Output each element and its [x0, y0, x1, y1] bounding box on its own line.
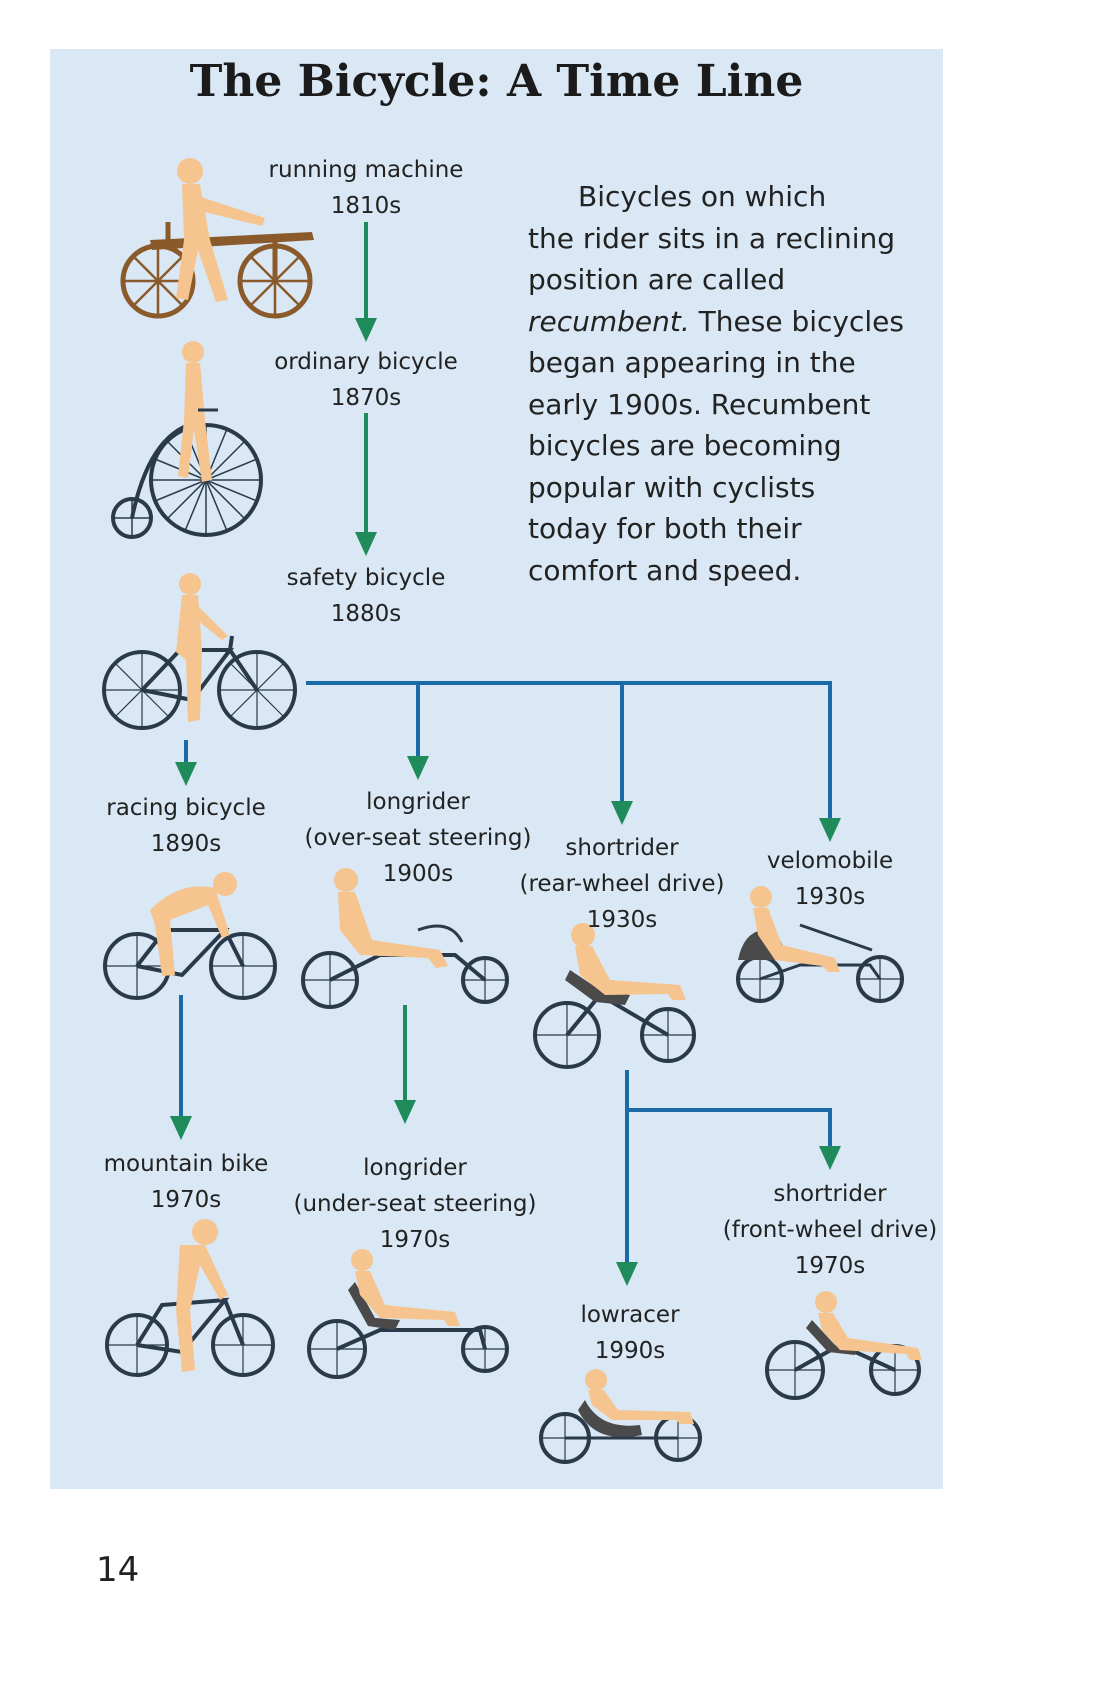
branch-from-safety: [306, 681, 841, 842]
label-velomobile: velomobile 1930s: [766, 848, 894, 910]
shortrider-rear-wheel-illustration: [533, 923, 696, 1069]
recumbent-description: Bicycles on which the rider sits in a re…: [528, 180, 904, 587]
label-longrider-over-seat: longrider (over-seat steering) 1900s: [304, 789, 532, 887]
label-longrider-under-seat: longrider (under-seat steering) 1970s: [293, 1155, 537, 1253]
arrow-safety-to-racing: [175, 740, 197, 786]
connectors: [170, 222, 841, 1286]
arrow-longrider-to-under: [394, 1005, 416, 1124]
ordinary-bicycle-illustration: [111, 341, 263, 539]
velomobile-illustration: [736, 886, 904, 1003]
running-machine-illustration: [120, 158, 314, 319]
page-title: The Bicycle: A Time Line: [189, 56, 804, 107]
label-shortrider-rear-wheel: shortrider (rear-wheel drive) 1930s: [519, 835, 725, 933]
label-lowracer: lowracer 1990s: [580, 1302, 680, 1364]
label-racing-bicycle: racing bicycle 1890s: [106, 795, 266, 857]
label-mountain-bike: mountain bike 1970s: [103, 1151, 269, 1213]
page-number: 14: [96, 1550, 140, 1590]
branch-from-shortrider: [616, 1070, 841, 1286]
label-ordinary-bicycle: ordinary bicycle 1870s: [274, 349, 458, 411]
label-running-machine: running machine 1810s: [268, 157, 464, 219]
label-shortrider-front-wheel: shortrider (front-wheel drive) 1970s: [722, 1181, 938, 1279]
shortrider-front-wheel-illustration: [765, 1291, 922, 1400]
lowracer-illustration: [539, 1369, 702, 1464]
longrider-over-seat-illustration: [301, 868, 509, 1009]
label-safety-bicycle: safety bicycle 1880s: [286, 565, 446, 627]
arrow-racing-to-mountain: [170, 995, 192, 1140]
arrow-ordinary-to-safety: [355, 413, 377, 556]
longrider-under-seat-illustration: [307, 1249, 509, 1379]
arrow-running-to-ordinary: [355, 222, 377, 342]
safety-bicycle-illustration: [102, 573, 297, 730]
racing-bicycle-illustration: [103, 872, 277, 1000]
recumbent-term: recumbent.: [528, 304, 690, 338]
mountain-bike-illustration: [105, 1219, 275, 1377]
